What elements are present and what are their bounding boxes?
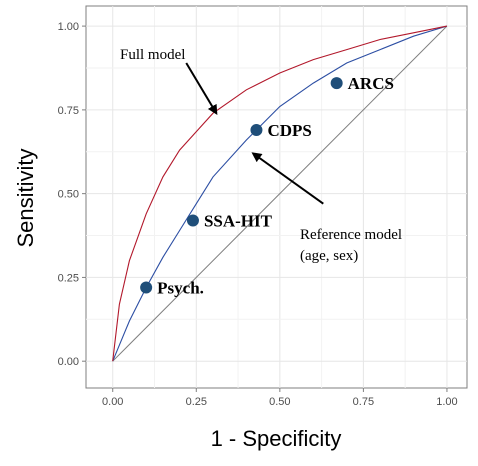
instrument-points: Psych. SSA-HIT CDPS ARCS xyxy=(140,74,394,297)
x-tick-label: 0.50 xyxy=(269,396,290,408)
point-psych xyxy=(140,281,153,294)
x-axis-title: 1 - Specificity xyxy=(211,426,342,451)
axis-ticks: 0.00 0.25 0.50 0.75 1.00 0.00 0.25 0.50 0.75 1.00 xyxy=(58,21,458,408)
reference-model-annotation-line1: Reference model xyxy=(300,227,402,243)
annotation-arrows xyxy=(185,62,324,205)
reference-model-annotation-line2: (age, sex) xyxy=(300,248,358,264)
point-arcs xyxy=(330,77,343,90)
x-tick-label: 1.00 xyxy=(436,396,457,408)
point-cdps xyxy=(250,123,263,136)
point-label: CDPS xyxy=(267,121,311,140)
point-label: ARCS xyxy=(348,74,394,93)
grid-lines xyxy=(86,6,467,388)
reference-model-arrow xyxy=(251,152,324,205)
x-tick-label: 0.75 xyxy=(353,396,374,408)
y-tick-label: 0.50 xyxy=(58,189,79,201)
full-model-arrow xyxy=(185,62,218,115)
x-tick-label: 0.25 xyxy=(186,396,207,408)
y-axis-title: Sensitivity xyxy=(13,148,38,247)
y-tick-label: 0.25 xyxy=(58,272,79,284)
y-tick-label: 0.75 xyxy=(58,105,79,117)
y-tick-label: 1.00 xyxy=(58,21,79,33)
x-tick-label: 0.00 xyxy=(102,396,123,408)
point-ssahit xyxy=(186,214,199,227)
full-model-curve xyxy=(112,25,448,362)
diagonal-model-curve xyxy=(112,25,448,362)
point-label: Psych. xyxy=(157,278,204,297)
full-model-annotation: Full model xyxy=(120,47,185,63)
y-tick-label: 0.00 xyxy=(58,356,79,368)
point-label: SSA-HIT xyxy=(204,211,273,230)
